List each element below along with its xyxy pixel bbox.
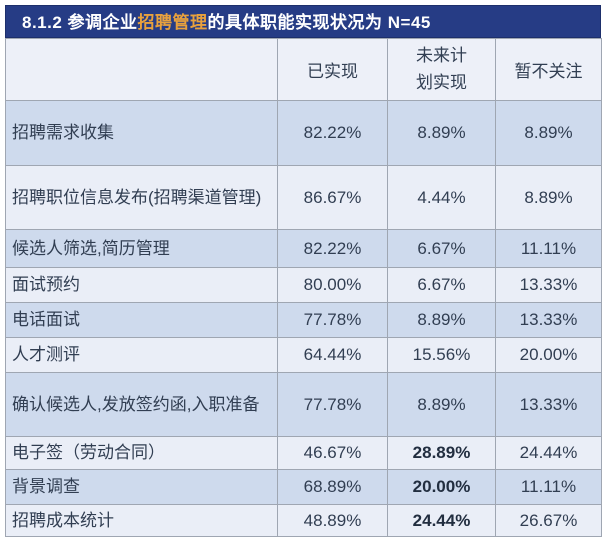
table-row: 候选人筛选,简历管理 82.22% 6.67% 11.11% — [5, 229, 602, 268]
value-implemented: 68.89% — [277, 469, 388, 505]
value-not-focused: 13.33% — [495, 302, 602, 338]
value-planned: 28.89% — [387, 436, 496, 470]
row-label: 背景调查 — [5, 469, 278, 505]
value-not-focused: 13.33% — [495, 267, 602, 303]
table-row: 电子签（劳动合同） 46.67% 28.89% 24.44% — [5, 436, 602, 470]
row-label: 电子签（劳动合同） — [5, 436, 278, 470]
value-planned: 15.56% — [387, 337, 496, 373]
row-label: 候选人筛选,简历管理 — [5, 229, 278, 268]
value-not-focused: 11.11% — [495, 229, 602, 268]
table-row: 招聘成本统计 48.89% 24.44% 26.67% — [5, 503, 602, 538]
section-title-suffix: 的具体职能实现状况为 N=45 — [207, 13, 431, 32]
table-header-row: 已实现 未来计划实现 暂不关注 — [5, 38, 602, 101]
value-not-focused: 26.67% — [495, 503, 602, 538]
row-label: 招聘成本统计 — [5, 503, 278, 538]
row-label: 确认候选人,发放签约函,入职准备 — [5, 372, 278, 437]
value-implemented: 48.89% — [277, 503, 388, 538]
table-row: 招聘职位信息发布(招聘渠道管理) 86.67% 4.44% 8.89% — [5, 165, 602, 230]
value-implemented: 82.22% — [277, 229, 388, 268]
value-planned: 6.67% — [387, 267, 496, 303]
row-label: 电话面试 — [5, 302, 278, 338]
value-not-focused: 11.11% — [495, 469, 602, 505]
value-not-focused: 20.00% — [495, 337, 602, 373]
value-not-focused: 24.44% — [495, 436, 602, 470]
section-title-bar: 8.1.2 参调企业招聘管理的具体职能实现状况为 N=45 — [5, 5, 601, 38]
row-label: 人才测评 — [5, 337, 278, 373]
col-header-empty — [5, 38, 278, 101]
value-implemented: 64.44% — [277, 337, 388, 373]
col-header-not-focused: 暂不关注 — [495, 38, 602, 101]
value-implemented: 77.78% — [277, 302, 388, 338]
value-not-focused: 8.89% — [495, 100, 602, 166]
value-implemented: 82.22% — [277, 100, 388, 166]
col-header-planned-text: 未来计划实现 — [416, 46, 467, 92]
value-planned: 8.89% — [387, 372, 496, 437]
value-planned: 24.44% — [387, 503, 496, 538]
value-implemented: 77.78% — [277, 372, 388, 437]
row-label: 面试预约 — [5, 267, 278, 303]
value-not-focused: 13.33% — [495, 372, 602, 437]
value-implemented: 80.00% — [277, 267, 388, 303]
value-planned: 8.89% — [387, 100, 496, 166]
value-planned: 20.00% — [387, 469, 496, 505]
table-row: 人才测评 64.44% 15.56% 20.00% — [5, 337, 602, 373]
value-planned: 8.89% — [387, 302, 496, 338]
table-row: 面试预约 80.00% 6.67% 13.33% — [5, 267, 602, 303]
value-implemented: 46.67% — [277, 436, 388, 470]
section-title-highlight: 招聘管理 — [137, 13, 208, 32]
value-planned: 6.67% — [387, 229, 496, 268]
value-implemented: 86.67% — [277, 165, 388, 230]
table-row: 背景调查 68.89% 20.00% 11.11% — [5, 469, 602, 505]
col-header-planned: 未来计划实现 — [387, 38, 496, 101]
table-row: 电话面试 77.78% 8.89% 13.33% — [5, 302, 602, 338]
value-planned: 4.44% — [387, 165, 496, 230]
survey-table-panel: 8.1.2 参调企业招聘管理的具体职能实现状况为 N=45 已实现 未来计划实现… — [5, 5, 602, 538]
survey-results-table: 已实现 未来计划实现 暂不关注 招聘需求收集 82.22% 8.89% 8.89… — [5, 38, 602, 538]
col-header-implemented: 已实现 — [277, 38, 388, 101]
value-not-focused: 8.89% — [495, 165, 602, 230]
table-row: 招聘需求收集 82.22% 8.89% 8.89% — [5, 100, 602, 166]
row-label: 招聘职位信息发布(招聘渠道管理) — [5, 165, 278, 230]
row-label: 招聘需求收集 — [5, 100, 278, 166]
section-title-prefix: 8.1.2 参调企业 — [22, 13, 138, 32]
table-row: 确认候选人,发放签约函,入职准备 77.78% 8.89% 13.33% — [5, 372, 602, 437]
